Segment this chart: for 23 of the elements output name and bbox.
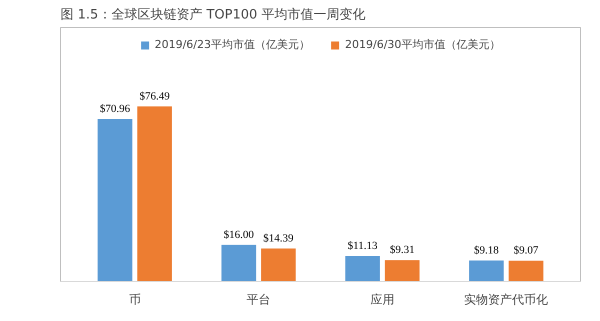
data-label: $76.49 xyxy=(139,90,170,102)
bar xyxy=(261,248,296,282)
data-label: $16.00 xyxy=(224,228,254,241)
bar xyxy=(221,244,256,282)
bar xyxy=(508,260,544,282)
bar xyxy=(469,260,504,282)
data-label: $70.96 xyxy=(100,102,131,115)
bar xyxy=(345,256,380,282)
bar xyxy=(384,260,420,282)
legend-label: 2019/6/30平均市值（亿美元） xyxy=(345,37,500,52)
bar xyxy=(98,118,132,282)
x-tick-label: 平台 xyxy=(246,292,271,306)
x-tick-label: 实物资产代币化 xyxy=(464,292,548,306)
x-tick-label: 币 xyxy=(128,292,141,306)
legend-label: 2019/6/23平均市值（亿美元） xyxy=(154,37,310,52)
chart-title: 图 1.5：全球区块链资产 TOP100 平均市值一周变化 xyxy=(60,8,366,22)
bar xyxy=(137,106,172,282)
data-label: $9.07 xyxy=(514,244,539,257)
x-tick-label: 应用 xyxy=(370,292,394,306)
data-label: $11.13 xyxy=(348,240,378,252)
data-label: $9.31 xyxy=(390,244,415,256)
data-label: $9.18 xyxy=(474,244,500,256)
data-label: $14.39 xyxy=(263,232,294,245)
